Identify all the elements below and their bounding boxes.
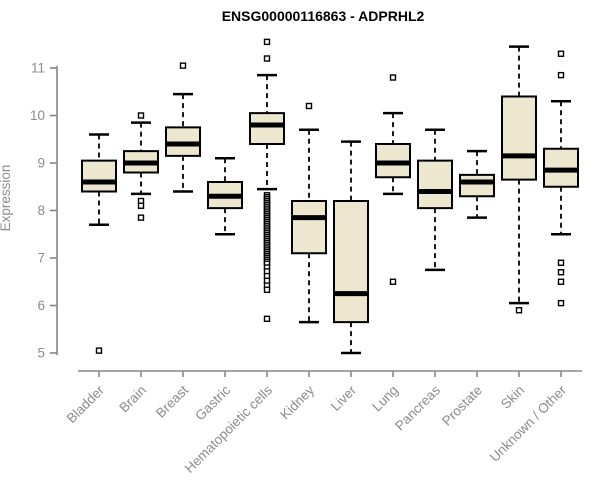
median-line: [376, 160, 410, 166]
median-line: [124, 160, 158, 166]
outlier-point: [389, 74, 397, 81]
box: [417, 159, 453, 210]
outlier-point: [179, 62, 187, 69]
boxplot-skin: [501, 45, 537, 314]
boxplot-kidney: [291, 102, 327, 324]
median-line: [292, 215, 326, 221]
outlier-point: [263, 286, 271, 294]
x-tick-label-unknown-other: Unknown / Other: [487, 382, 570, 465]
boxplot-bladder: [81, 133, 117, 354]
outlier-point: [557, 71, 565, 79]
outlier-point: [557, 278, 565, 285]
y-tick-label: 5: [37, 346, 45, 361]
boxplot-lung: [375, 74, 411, 285]
outlier-point: [263, 55, 271, 62]
box: [459, 173, 495, 198]
x-tick-label-gastric: Gastric: [192, 382, 233, 423]
box: [81, 159, 117, 193]
median-line: [418, 189, 452, 194]
y-tick-label: 11: [31, 61, 45, 76]
outlier-point: [557, 259, 565, 266]
boxplot-pancreas: [417, 128, 453, 272]
outlier-point: [515, 307, 523, 314]
x-tick-label-lung: Lung: [369, 383, 401, 415]
x-tick-label-bladder: Bladder: [64, 382, 108, 426]
outlier-point: [95, 347, 103, 354]
boxplot-breast: [165, 62, 201, 193]
median-line: [544, 167, 578, 173]
outlier-point: [557, 299, 565, 307]
x-tick-label-kidney: Kidney: [277, 382, 317, 422]
outlier-point: [305, 102, 313, 110]
x-tick-label-brain: Brain: [116, 383, 149, 416]
outlier-point: [263, 38, 271, 46]
chart-title: ENSG00000116863 - ADPRHL2: [222, 8, 425, 24]
box: [501, 95, 537, 181]
box: [249, 112, 285, 145]
x-tick-label-breast: Breast: [153, 382, 191, 420]
x-tick-label-prostate: Prostate: [439, 383, 485, 429]
x-tick-label-skin: Skin: [498, 383, 527, 412]
outlier-point: [137, 112, 145, 119]
box: [333, 200, 369, 324]
y-tick-label: 10: [30, 108, 45, 123]
y-tick-label: 9: [37, 156, 45, 171]
median-line: [208, 193, 242, 199]
median-line: [82, 179, 116, 185]
box: [291, 200, 327, 255]
boxplot-brain: [123, 112, 159, 221]
outlier-point: [389, 278, 397, 285]
outlier-point: [557, 269, 565, 276]
boxplot-hematopoietic-cells: [249, 38, 285, 322]
median-line: [166, 141, 200, 147]
boxplot-liver: [333, 140, 369, 355]
x-tick-label-pancreas: Pancreas: [392, 382, 443, 433]
boxplot-prostate: [459, 149, 495, 219]
x-tick-label-liver: Liver: [328, 382, 360, 414]
median-line: [334, 291, 368, 297]
y-tick-label: 7: [37, 251, 45, 266]
median-line: [502, 153, 536, 159]
outlier-point: [137, 202, 145, 209]
median-line: [250, 122, 284, 128]
outlier-point: [557, 50, 565, 57]
y-tick-label: 6: [37, 298, 45, 313]
median-line: [460, 179, 494, 185]
boxplot-gastric: [207, 157, 243, 236]
y-axis-label: Expression: [0, 165, 13, 232]
y-tick-label: 8: [37, 203, 45, 218]
outlier-point: [263, 315, 271, 322]
boxplot-unknown-other: [543, 50, 579, 307]
outlier-point: [137, 214, 145, 221]
